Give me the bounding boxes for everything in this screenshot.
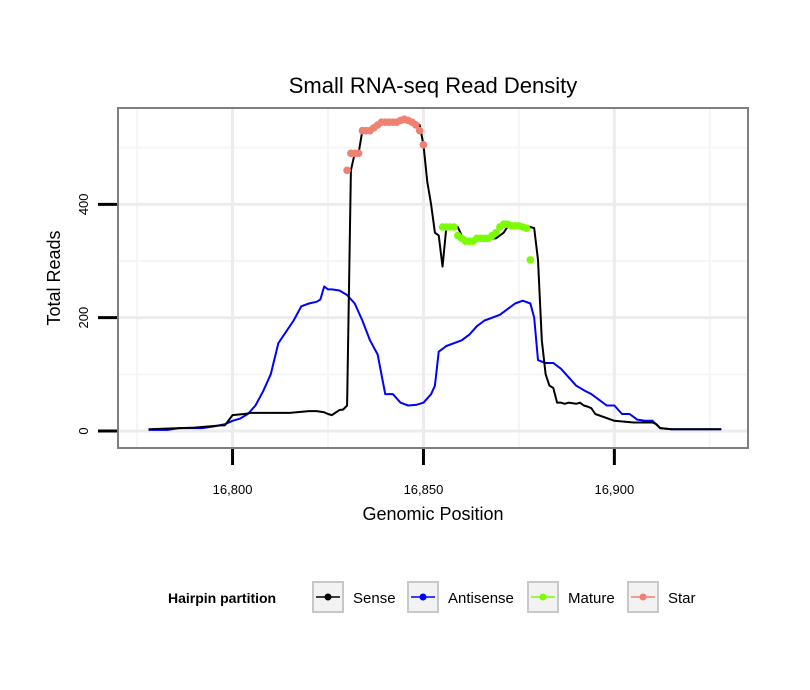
x-tick-label: 16,900 [594, 482, 634, 497]
x-tick-label: 16,850 [404, 482, 444, 497]
point-layer [343, 115, 535, 264]
point-mature [522, 224, 531, 232]
series-line-antisense [148, 285, 722, 431]
point-star [415, 126, 424, 135]
point-mature [450, 223, 458, 231]
point-mature [492, 228, 500, 237]
y-tick-label: 400 [76, 193, 91, 215]
point-star [412, 121, 420, 129]
legend: Hairpin partition Sense Antisense Mature… [168, 581, 696, 613]
point-star [354, 149, 363, 158]
plot-panel [117, 107, 749, 449]
y-tick-label: 0 [76, 427, 91, 434]
legend-item-mature: Mature [527, 581, 615, 613]
legend-label-mature: Mature [568, 590, 615, 607]
chart-title: Small RNA-seq Read Density [289, 73, 578, 98]
legend-item-sense: Sense [312, 581, 396, 613]
y-axis: 0 200 400 [76, 193, 117, 435]
legend-marker-sense [324, 593, 332, 601]
y-tick-label: 200 [76, 307, 91, 329]
legend-item-star: Star [627, 581, 696, 613]
legend-title: Hairpin partition [168, 590, 276, 606]
point-mature [526, 256, 535, 264]
legend-marker-star [639, 593, 647, 601]
x-tick-label: 16,800 [213, 482, 253, 497]
legend-label-star: Star [668, 590, 696, 607]
legend-label-sense: Sense [353, 590, 396, 607]
y-axis-title: Total Reads [44, 230, 64, 325]
legend-label-antisense: Antisense [448, 590, 514, 607]
x-axis-title: Genomic Position [362, 504, 503, 524]
legend-item-antisense: Antisense [407, 581, 514, 613]
point-star [419, 141, 428, 149]
legend-marker-antisense [419, 593, 427, 601]
point-star [343, 166, 351, 175]
x-axis: 16,800 16,850 16,900 [213, 449, 634, 497]
legend-marker-mature [539, 593, 547, 601]
gridlines [119, 109, 747, 447]
